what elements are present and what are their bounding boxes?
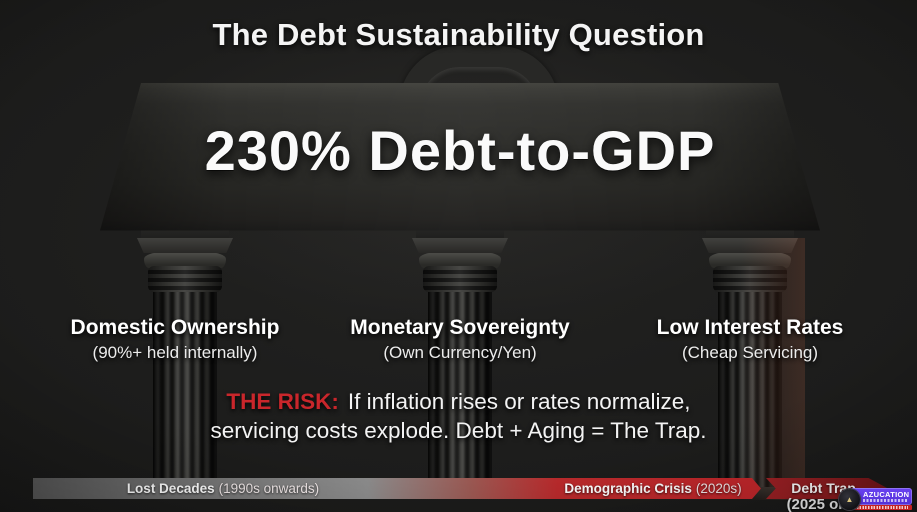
pillar-capital [702,238,798,253]
timeline-bar: Lost Decades (1990s onwards) Demographic … [33,478,761,499]
pillar-sublabel: (Own Currency/Yen) [383,343,537,362]
risk-statement: THE RISK: If inflation rises or rates nor… [0,387,917,445]
watermark-brand: AZUCATION [863,490,910,499]
pillar-sublabel: (90%+ held internally) [92,343,258,362]
timeline-segment-lost-decades: Lost Decades (1990s onwards) [73,478,373,499]
timeline-segment-demographic-crisis: Demographic Crisis (2020s) [503,478,803,499]
pillar-low-interest-rates [695,238,805,500]
pillar-label: Low Interest Rates [656,316,844,339]
pillar-monetary-sovereignty [405,238,515,500]
timeline-segment-detail: (1990s onwards) [218,481,320,496]
weight-label: 230% Debt-to-GDP [204,119,716,182]
pillar-shaft [718,292,782,488]
pillar-label-block-3: Low Interest Rates (Cheap Servicing) [600,316,900,363]
timeline-segment-detail: (2020s) [695,481,742,496]
watermark-red-strip-text [854,506,908,509]
pillar-molding [144,252,226,268]
weight-slab: 230% Debt-to-GDP [100,83,820,231]
timeline-segment-label: Debt Trap [791,480,856,496]
pillar-rings [713,266,787,292]
pillar-rings [148,266,222,292]
watermark-purple-box: AZUCATION [850,488,912,505]
pillar-molding [709,252,791,268]
channel-watermark: AZUCATION ▲ [839,488,912,511]
pillar-sublabel: (Cheap Servicing) [681,343,819,362]
debt-trap-detail: (2025 on [786,496,848,512]
timeline-segment-label: Lost Decades [126,481,215,496]
risk-line-1-text: If inflation rises or rates normalize, [347,389,691,414]
pillar-label-block-2: Monetary Sovereignty (Own Currency/Yen) [310,316,610,363]
pillar-shaft [428,292,492,488]
pillar-shaft [153,292,217,488]
risk-prefix: THE RISK: [226,389,339,414]
pillar-label: Monetary Sovereignty [350,316,570,339]
watermark-tagline-strip [863,499,908,502]
pillar-label: Domestic Ownership [70,316,280,339]
pillar-domestic-ownership [130,238,240,500]
risk-line-1: THE RISK: If inflation rises or rates nor… [0,387,917,416]
risk-line-2: servicing costs explode. Debt + Aging = … [210,418,707,443]
page-title: The Debt Sustainability Question [212,17,705,52]
pillar-label-block-1: Domestic Ownership (90%+ held internally… [25,316,325,363]
timeline-segment-label: Demographic Crisis [564,481,692,496]
temple-emblem-icon: ▲ [845,494,854,504]
pillar-capital [137,238,233,253]
pillar-molding [419,252,501,268]
watermark-logo-icon: ▲ [839,489,860,510]
pillar-rings [423,266,497,292]
watermark-red-strip [852,505,912,510]
pillar-capital [412,238,508,253]
